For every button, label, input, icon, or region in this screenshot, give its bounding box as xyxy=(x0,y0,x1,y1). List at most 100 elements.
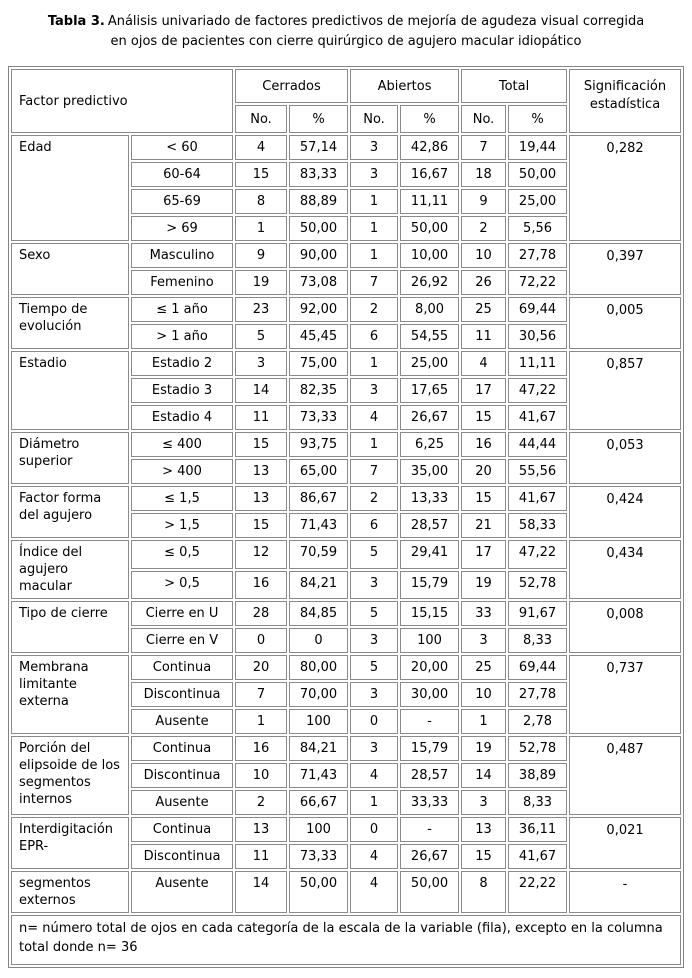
factor-cell: Diámetro superior xyxy=(11,432,129,485)
value-cell: 92,00 xyxy=(289,297,349,323)
category-cell: < 60 xyxy=(131,135,234,161)
header-row-groups: Factor predictivo Cerrados Abiertos Tota… xyxy=(11,69,682,134)
value-cell: 8 xyxy=(461,871,507,914)
table-row: Discontinua 11 73,33 4 26,67 15 41,67 xyxy=(11,844,681,870)
category-cell: > 1 año xyxy=(131,324,234,350)
category-cell: Estadio 3 xyxy=(131,378,234,404)
value-cell: 70,59 xyxy=(289,540,349,569)
value-cell: 54,55 xyxy=(400,324,460,350)
sig-cell: 0,434 xyxy=(569,540,682,600)
value-cell: 33 xyxy=(461,601,507,627)
value-cell: 50,00 xyxy=(289,871,349,914)
value-cell: 41,67 xyxy=(508,405,568,431)
factor-cell: Índice del agujero macular xyxy=(11,540,129,600)
value-cell: 65,00 xyxy=(289,459,349,485)
category-cell: Ausente xyxy=(131,871,234,914)
value-cell: 17 xyxy=(461,540,507,569)
value-cell: 7 xyxy=(235,682,288,708)
category-cell: 65-69 xyxy=(131,189,234,215)
value-cell: 15,15 xyxy=(400,601,460,627)
value-cell: 3 xyxy=(235,351,288,377)
value-cell: 50,00 xyxy=(400,871,460,914)
table-row: segmentos externos Ausente 14 50,00 4 50,00 8 2… xyxy=(11,871,682,914)
value-cell: 3 xyxy=(350,628,399,654)
header-significacion: Significación estadística xyxy=(569,69,682,134)
table-row: Ausente 2 66,67 1 33,33 3 8,33 xyxy=(11,790,681,816)
value-cell: 5,56 xyxy=(508,216,568,242)
sig-cell: 0,053 xyxy=(569,432,682,485)
value-cell: 84,85 xyxy=(289,601,349,627)
value-cell: 1 xyxy=(350,216,399,242)
value-cell: 86,67 xyxy=(289,486,349,512)
value-cell: 7 xyxy=(350,459,399,485)
sig-cell: 0,008 xyxy=(569,601,682,654)
value-cell: 11 xyxy=(235,844,288,870)
sig-cell: 0,424 xyxy=(569,486,682,539)
header-total-pct: % xyxy=(508,105,568,134)
value-cell: 19 xyxy=(235,270,288,296)
value-cell: 91,67 xyxy=(508,601,568,627)
value-cell: 11 xyxy=(461,324,507,350)
value-cell: 0 xyxy=(350,817,399,843)
table-row: Interdigitación EPR- Continua 13 100 0-13 36,… xyxy=(11,817,682,870)
value-cell: 100 xyxy=(289,817,349,843)
header-cerrados: Cerrados xyxy=(235,69,349,104)
sig-cell: 0,005 xyxy=(569,297,682,350)
value-cell: 22,22 xyxy=(508,871,568,914)
category-cell: Estadio 2 xyxy=(131,351,234,377)
category-cell: ≤ 1 año xyxy=(131,297,234,323)
value-cell: 26,92 xyxy=(400,270,460,296)
category-cell: Masculino xyxy=(131,243,234,269)
value-cell: 18 xyxy=(461,162,507,188)
category-cell: Continua xyxy=(131,736,234,762)
value-cell: 71,43 xyxy=(289,513,349,539)
value-cell: 7 xyxy=(350,270,399,296)
value-cell: 25 xyxy=(461,655,507,681)
value-cell: 4 xyxy=(461,351,507,377)
value-cell: 90,00 xyxy=(289,243,349,269)
value-cell: 58,33 xyxy=(508,513,568,539)
value-cell: 11,11 xyxy=(508,351,568,377)
value-cell: 6,25 xyxy=(400,432,460,458)
value-cell: 36,11 xyxy=(508,817,568,843)
table-row: > 1,5 15 71,43 6 28,57 21 58,33 xyxy=(11,513,681,539)
value-cell: 13 xyxy=(235,459,288,485)
header-total-no: No. xyxy=(461,105,507,134)
table-row: Ausente 1 100 0-1 2,78 xyxy=(11,709,681,735)
value-cell: 28,57 xyxy=(400,513,460,539)
value-cell: 15 xyxy=(235,432,288,458)
value-cell: 41,67 xyxy=(508,844,568,870)
table-row: Membrana limitante externa Continua 20 80,0… xyxy=(11,655,682,735)
category-cell: Ausente xyxy=(131,790,234,816)
factor-cell: Interdigitación EPR- xyxy=(11,817,129,870)
value-cell: 42,86 xyxy=(400,135,460,161)
value-cell: 15,79 xyxy=(400,736,460,762)
value-cell: 8,00 xyxy=(400,297,460,323)
table-row: > 0,5 16 84,21 3 15,79 19 52,78 xyxy=(11,570,681,600)
value-cell: 2 xyxy=(461,216,507,242)
value-cell: 20 xyxy=(461,459,507,485)
value-cell: 29,41 xyxy=(400,540,460,569)
category-cell: ≤ 0,5 xyxy=(131,540,234,569)
table-row: Estadio 4 11 73,33 4 26,67 15 41,67 xyxy=(11,405,681,431)
value-cell: 15 xyxy=(235,513,288,539)
value-cell: 19 xyxy=(461,570,507,600)
value-cell: 2 xyxy=(350,297,399,323)
value-cell: 13 xyxy=(235,486,288,512)
value-cell: 5 xyxy=(350,655,399,681)
table-header: Factor predictivo Cerrados Abiertos Tota… xyxy=(11,69,682,134)
header-abiertos-pct: % xyxy=(400,105,460,134)
category-cell: Cierre en U xyxy=(131,601,234,627)
value-cell: 100 xyxy=(400,628,460,654)
sig-cell: 0,487 xyxy=(569,736,682,816)
value-cell: 25,00 xyxy=(508,189,568,215)
table-row: Tiempo de evolución ≤ 1 año 23 92,00 2 8,00 25… xyxy=(11,297,682,350)
footnote-row: n= número total de ojos en cada categorí… xyxy=(11,915,682,965)
value-cell: 30,00 xyxy=(400,682,460,708)
sig-cell: 0,857 xyxy=(569,351,682,431)
value-cell: 15,79 xyxy=(400,570,460,600)
value-cell: 3 xyxy=(350,135,399,161)
value-cell: 100 xyxy=(289,709,349,735)
category-cell: Discontinua xyxy=(131,763,234,789)
category-cell: Estadio 4 xyxy=(131,405,234,431)
